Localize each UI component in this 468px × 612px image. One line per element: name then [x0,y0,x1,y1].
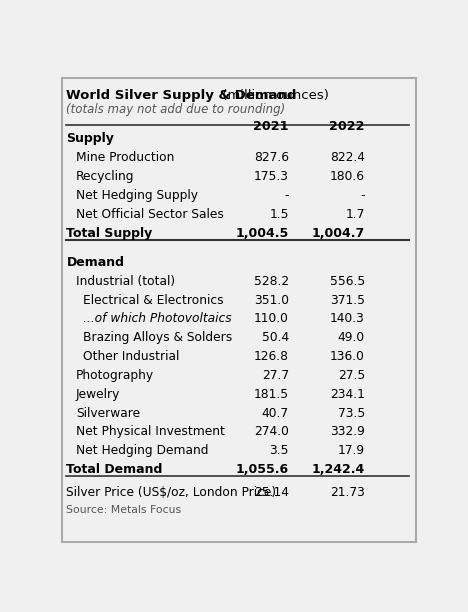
Text: (totals may not add due to rounding): (totals may not add due to rounding) [66,103,286,116]
Text: ...of which Photovoltaics: ...of which Photovoltaics [83,312,232,326]
Text: 25.14: 25.14 [254,486,289,499]
Text: 2022: 2022 [329,119,365,133]
Text: Demand: Demand [66,256,124,269]
Text: -: - [360,189,365,202]
Text: World Silver Supply & Demand: World Silver Supply & Demand [66,89,297,102]
Text: 27.7: 27.7 [262,369,289,382]
Text: Source: Metals Focus: Source: Metals Focus [66,505,182,515]
Text: 827.6: 827.6 [254,151,289,164]
Text: 136.0: 136.0 [330,350,365,363]
Text: Brazing Alloys & Solders: Brazing Alloys & Solders [83,331,233,344]
Text: Other Industrial: Other Industrial [83,350,180,363]
Text: Supply: Supply [66,132,114,145]
Text: -: - [285,189,289,202]
Text: 175.3: 175.3 [254,170,289,183]
Text: 1.5: 1.5 [269,207,289,221]
Text: Photography: Photography [76,369,154,382]
Text: Net Hedging Demand: Net Hedging Demand [76,444,208,457]
Text: Net Hedging Supply: Net Hedging Supply [76,189,198,202]
Text: 274.0: 274.0 [254,425,289,438]
Text: Silverware: Silverware [76,406,140,420]
Text: 234.1: 234.1 [330,388,365,401]
Text: 40.7: 40.7 [262,406,289,420]
Text: 1.7: 1.7 [345,207,365,221]
Text: 181.5: 181.5 [254,388,289,401]
Text: 3.5: 3.5 [269,444,289,457]
Text: 528.2: 528.2 [254,275,289,288]
Text: 1,004.5: 1,004.5 [235,226,289,239]
Text: 822.4: 822.4 [330,151,365,164]
Text: Total Supply: Total Supply [66,226,153,239]
Text: 50.4: 50.4 [262,331,289,344]
Text: 1,242.4: 1,242.4 [312,463,365,476]
Text: (million ounces): (million ounces) [218,89,329,102]
Text: 2021: 2021 [253,119,289,133]
Text: 126.8: 126.8 [254,350,289,363]
Text: 1,055.6: 1,055.6 [236,463,289,476]
Text: 110.0: 110.0 [254,312,289,326]
Text: Net Physical Investment: Net Physical Investment [76,425,225,438]
Text: 27.5: 27.5 [338,369,365,382]
Text: Net Official Sector Sales: Net Official Sector Sales [76,207,224,221]
Text: 332.9: 332.9 [330,425,365,438]
Text: Jewelry: Jewelry [76,388,120,401]
Text: Mine Production: Mine Production [76,151,174,164]
Text: 140.3: 140.3 [330,312,365,326]
Text: 1,004.7: 1,004.7 [312,226,365,239]
Text: 556.5: 556.5 [330,275,365,288]
Text: Total Demand: Total Demand [66,463,163,476]
Text: 73.5: 73.5 [338,406,365,420]
Text: 21.73: 21.73 [330,486,365,499]
Text: 180.6: 180.6 [330,170,365,183]
Text: Electrical & Electronics: Electrical & Electronics [83,294,224,307]
Text: Industrial (total): Industrial (total) [76,275,175,288]
Text: 371.5: 371.5 [330,294,365,307]
Text: 49.0: 49.0 [338,331,365,344]
Text: Recycling: Recycling [76,170,134,183]
Text: Silver Price (US$/oz, London Price): Silver Price (US$/oz, London Price) [66,486,277,499]
Text: 351.0: 351.0 [254,294,289,307]
Text: 17.9: 17.9 [338,444,365,457]
